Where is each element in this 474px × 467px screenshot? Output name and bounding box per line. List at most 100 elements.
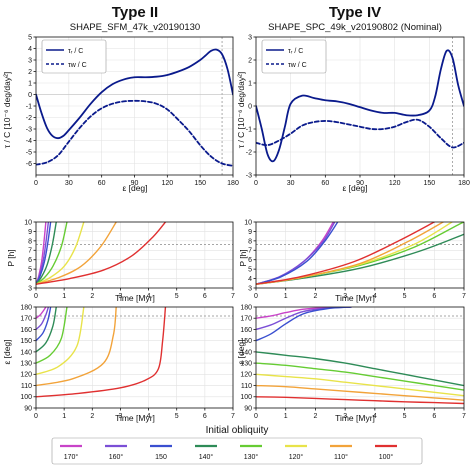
obliquity-legend: 170° 160° 150 140° 130° 120° 110° 100° — [51, 437, 423, 465]
x-tick-label: 1 — [284, 413, 288, 420]
obl_right-panel: 90 100 110 120 130 140 150 160 170 180 0 1 2 3 4 5 6 7 — [240, 304, 466, 420]
y-tick-label: 150 — [20, 338, 32, 345]
x-tick-label: 0 — [254, 413, 258, 420]
x-tick-label: 5 — [175, 413, 179, 420]
series-group — [36, 48, 233, 167]
x-tick-label: 0 — [34, 293, 38, 300]
plot-frame — [35, 36, 234, 176]
plot-frame — [255, 221, 465, 289]
y-tick-label: -1 — [246, 126, 252, 133]
legend-label-w: τw / C — [288, 62, 307, 69]
x-tick-label: 6 — [203, 293, 207, 300]
obl_right-series-line — [256, 384, 464, 401]
y-tick-label: 4 — [248, 276, 252, 283]
torque_right-series-line — [256, 49, 464, 163]
y-tick-label: 9 — [28, 229, 32, 236]
x-tick-label: 7 — [231, 413, 235, 420]
x-tick-label: 2 — [90, 413, 94, 420]
y-tick-label: 180 — [20, 304, 32, 311]
right-period-ylabel: P [h] — [238, 249, 248, 266]
right-period-xlabel: Time [Myr] — [335, 293, 375, 303]
period_right-panel: 3 4 5 6 7 8 9 10 0 1 2 3 4 5 6 7 — [244, 219, 466, 300]
x-tick-label: 120 — [389, 180, 401, 187]
x-tick-label: 2 — [313, 413, 317, 420]
y-tick-label: 160 — [20, 327, 32, 334]
left-period-ylabel: P [h] — [6, 249, 16, 266]
x-tick-label: 2 — [90, 293, 94, 300]
x-tick-label: 7 — [231, 293, 235, 300]
plot-frame — [35, 306, 234, 409]
x-tick-label: 5 — [403, 293, 407, 300]
x-tick-label: 6 — [432, 413, 436, 420]
y-tick-label: 2 — [248, 57, 252, 64]
obl_left-series-line — [36, 307, 50, 331]
y-tick-label: 4 — [28, 276, 32, 283]
y-tick-label: 150 — [240, 338, 252, 345]
series-group — [256, 307, 464, 405]
y-tick-label: 3 — [28, 285, 32, 292]
torque_left-series-line — [36, 99, 233, 167]
x-tick-label: 180 — [458, 180, 470, 187]
x-tick-label: 6 — [432, 293, 436, 300]
x-tick-label: 0 — [34, 413, 38, 420]
obl_left-series-line — [36, 307, 68, 364]
x-tick-label: 4 — [373, 413, 377, 420]
y-tick-label: -5 — [26, 149, 32, 156]
y-tick-label: 130 — [20, 361, 32, 368]
torque_left-series-line — [36, 48, 233, 140]
y-tick-label: 90 — [244, 405, 252, 412]
y-tick-label: -4 — [26, 138, 32, 145]
y-tick-label: 160 — [240, 327, 252, 334]
plot-area — [36, 307, 233, 408]
y-tick-label: 6 — [248, 257, 252, 264]
y-tick-label: 170 — [20, 316, 32, 323]
y-tick-label: 1 — [28, 80, 32, 87]
series-group — [256, 49, 464, 163]
x-tick-label: 90 — [131, 180, 139, 187]
y-tick-label: -1 — [26, 103, 32, 110]
x-tick-label: 6 — [203, 413, 207, 420]
x-tick-label: 1 — [284, 293, 288, 300]
x-tick-label: 30 — [287, 180, 295, 187]
y-tick-label: 9 — [248, 229, 252, 236]
plot-frame — [255, 306, 465, 409]
right-obl-xlabel: Time [Myr] — [335, 413, 375, 423]
obl_left-panel: 90 100 110 120 130 140 150 160 170 180 0 1 2 3 4 5 6 7 — [20, 304, 235, 420]
y-tick-label: 110 — [21, 383, 32, 390]
y-tick-label: -6 — [26, 161, 32, 168]
y-tick-label: 4 — [28, 46, 32, 53]
series-group — [36, 222, 167, 285]
y-tick-label: 120 — [240, 372, 252, 379]
legend-entry-label: 140° — [199, 453, 214, 461]
obliquity-legend-title: Initial obliquity — [206, 425, 269, 436]
y-tick-label: 120 — [20, 372, 32, 379]
y-tick-label: 7 — [248, 248, 252, 255]
obl_right-series-line — [256, 396, 464, 405]
legend-entry-label: 110° — [334, 453, 348, 461]
obl_left-series-line — [36, 307, 85, 376]
period_left-series-line — [36, 222, 57, 285]
y-tick-label: 3 — [248, 34, 252, 41]
y-tick-label: 140 — [240, 349, 252, 356]
y-tick-label: 0 — [248, 103, 252, 110]
legend-entry-label: 120° — [289, 453, 304, 461]
y-tick-label: 110 — [241, 383, 252, 390]
y-tick-label: 5 — [28, 34, 32, 41]
series-group — [36, 307, 167, 398]
y-tick-label: 180 — [240, 304, 252, 311]
right-torque-ylabel: τ / C [10⁻⁶ deg/day²] — [236, 72, 246, 149]
x-tick-label: 60 — [321, 180, 329, 187]
obl_left-series-line — [36, 307, 47, 319]
x-tick-label: 2 — [313, 293, 317, 300]
x-tick-label: 3 — [118, 413, 122, 420]
obl_left-series-line — [36, 307, 117, 387]
left-type-title: Type II — [112, 4, 158, 21]
x-tick-label: 1 — [62, 413, 66, 420]
x-tick-label: 0 — [34, 180, 38, 187]
plot-area — [256, 222, 464, 288]
legend-entry-label: 170° — [64, 453, 79, 461]
x-tick-label: 7 — [462, 293, 466, 300]
y-tick-label: 140 — [20, 349, 32, 356]
left-torque-xlabel: ε [deg] — [122, 183, 147, 193]
right-torque-legend: τᵣ / C τw / C — [261, 39, 327, 74]
